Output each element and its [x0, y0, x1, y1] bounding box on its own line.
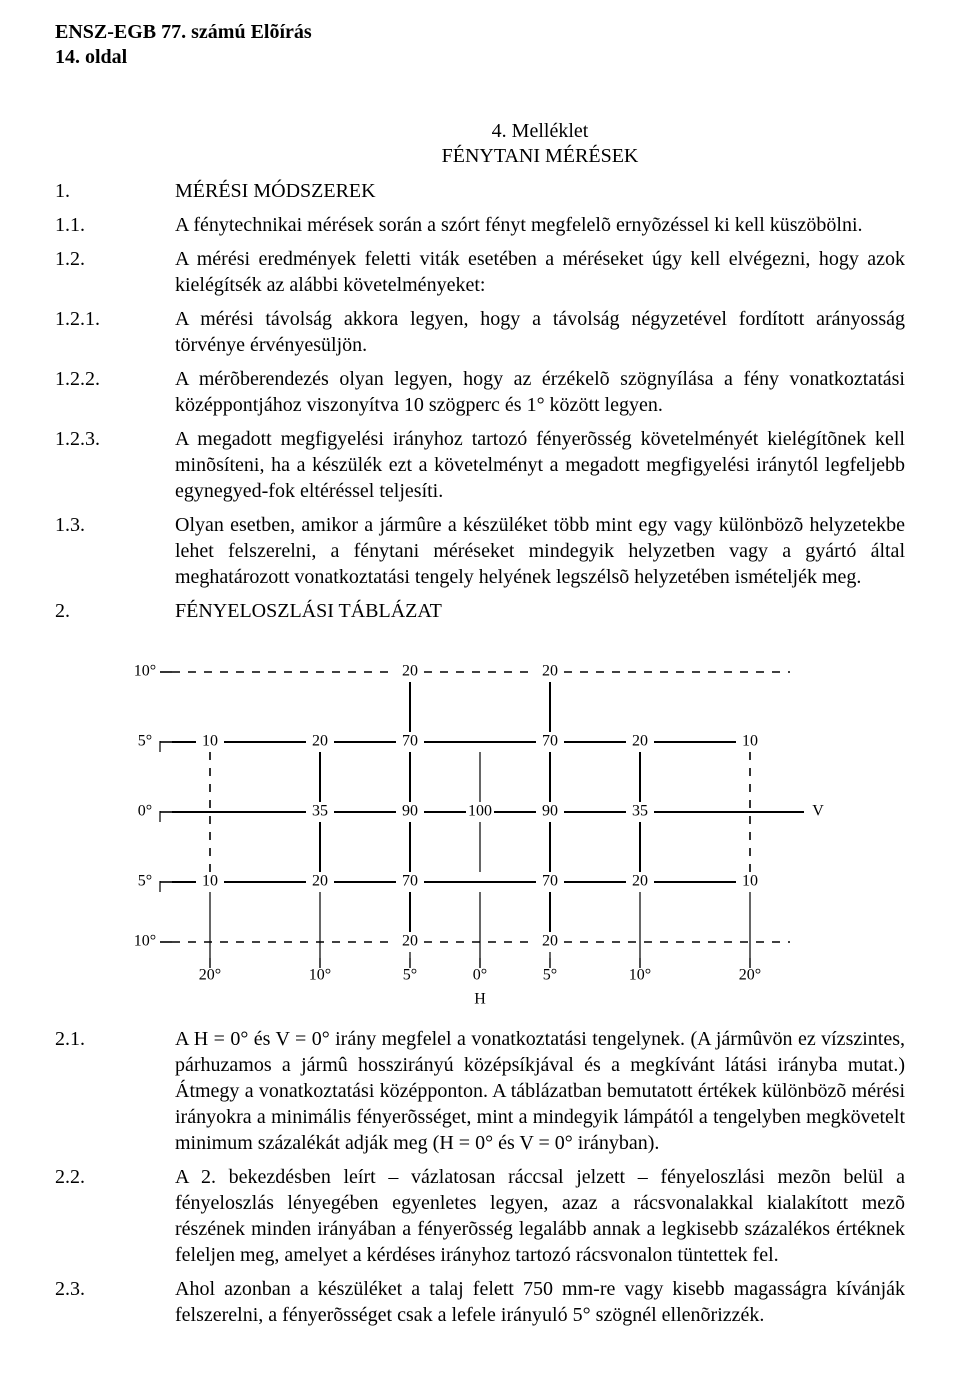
svg-text:35: 35	[312, 803, 328, 820]
section-num: 1.1.	[55, 212, 175, 238]
svg-text:70: 70	[542, 873, 558, 890]
section-1-2-1: 1.2.1. A mérési távolság akkora legyen, …	[55, 306, 905, 358]
section-text: A megadott megfigyelési irányhoz tartozó…	[175, 426, 905, 504]
section-num: 1.2.3.	[55, 426, 175, 504]
svg-text:20: 20	[312, 733, 328, 750]
svg-text:5°: 5°	[138, 873, 152, 890]
section-2: 2. FÉNYELOSZLÁSI TÁBLÁZAT	[55, 598, 905, 624]
section-num: 1.2.	[55, 246, 175, 298]
svg-text:90: 90	[542, 803, 558, 820]
section-num: 2.	[55, 598, 175, 624]
svg-text:20: 20	[632, 733, 648, 750]
section-text: Ahol azonban a készüléket a talaj felett…	[175, 1276, 905, 1328]
svg-text:V: V	[812, 803, 824, 820]
section-1-2-3: 1.2.3. A megadott megfigyelési irányhoz …	[55, 426, 905, 504]
section-num: 1.2.1.	[55, 306, 175, 358]
annex-line: 4. Melléklet	[55, 120, 905, 143]
section-num: 2.1.	[55, 1026, 175, 1156]
section-num: 2.3.	[55, 1276, 175, 1328]
section-text: MÉRÉSI MÓDSZEREK	[175, 178, 905, 204]
section-num: 1.3.	[55, 512, 175, 590]
section-text: A mérõberendezés olyan legyen, hogy az é…	[175, 366, 905, 418]
section-1-2-2: 1.2.2. A mérõberendezés olyan legyen, ho…	[55, 366, 905, 418]
section-text: A H = 0° és V = 0° irány megfelel a vona…	[175, 1026, 905, 1156]
section-1: 1. MÉRÉSI MÓDSZEREK	[55, 178, 905, 204]
svg-text:10°: 10°	[134, 933, 156, 950]
svg-text:10°: 10°	[629, 967, 651, 984]
svg-text:100: 100	[468, 803, 492, 820]
svg-text:0°: 0°	[138, 803, 152, 820]
svg-text:20: 20	[542, 933, 558, 950]
section-2-3: 2.3. Ahol azonban a készüléket a talaj f…	[55, 1276, 905, 1328]
section-text: FÉNYELOSZLÁSI TÁBLÁZAT	[175, 598, 905, 624]
section-1-3: 1.3. Olyan esetben, amikor a jármûre a k…	[55, 512, 905, 590]
svg-text:10: 10	[742, 733, 758, 750]
doc-header: ENSZ-EGB 77. számú Elõírás 14. oldal	[55, 20, 905, 70]
svg-text:20: 20	[542, 663, 558, 680]
section-text: A fénytechnikai mérések során a szórt fé…	[175, 212, 905, 238]
svg-text:10°: 10°	[134, 663, 156, 680]
svg-text:10: 10	[742, 873, 758, 890]
svg-text:10°: 10°	[309, 967, 331, 984]
svg-text:H: H	[474, 991, 486, 1008]
page-number-label: 14. oldal	[55, 46, 127, 68]
doc-id: ENSZ-EGB 77. számú Elõírás	[55, 21, 312, 43]
subtitle-line: FÉNYTANI MÉRÉSEK	[55, 145, 905, 168]
section-1-2: 1.2. A mérési eredmények feletti viták e…	[55, 246, 905, 298]
svg-text:10: 10	[202, 733, 218, 750]
section-num: 2.2.	[55, 1164, 175, 1268]
svg-text:5°: 5°	[138, 733, 152, 750]
section-text: A mérési távolság akkora legyen, hogy a …	[175, 306, 905, 358]
section-text: Olyan esetben, amikor a jármûre a készül…	[175, 512, 905, 590]
section-num: 1.2.2.	[55, 366, 175, 418]
svg-text:70: 70	[542, 733, 558, 750]
svg-text:5°: 5°	[403, 967, 417, 984]
light-distribution-chart: 10° 5° 0° 5° 10° 20 20 10 20 70 70 20 10 35 90 100 90 35 1…	[100, 632, 860, 1012]
section-2-1: 2.1. A H = 0° és V = 0° irány megfelel a…	[55, 1026, 905, 1156]
svg-text:70: 70	[402, 733, 418, 750]
svg-text:5°: 5°	[543, 967, 557, 984]
svg-text:35: 35	[632, 803, 648, 820]
svg-text:20: 20	[312, 873, 328, 890]
svg-text:20: 20	[402, 933, 418, 950]
svg-text:90: 90	[402, 803, 418, 820]
svg-text:20°: 20°	[739, 967, 761, 984]
light-distribution-svg: 10° 5° 0° 5° 10° 20 20 10 20 70 70 20 10 35 90 100 90 35 1…	[100, 632, 860, 1012]
section-text: A 2. bekezdésben leírt – vázlatosan rácc…	[175, 1164, 905, 1268]
svg-text:10: 10	[202, 873, 218, 890]
section-text: A mérési eredmények feletti viták esetéb…	[175, 246, 905, 298]
svg-text:70: 70	[402, 873, 418, 890]
section-2-2: 2.2. A 2. bekezdésben leírt – vázlatosan…	[55, 1164, 905, 1268]
svg-text:20: 20	[632, 873, 648, 890]
section-1-1: 1.1. A fénytechnikai mérések során a szó…	[55, 212, 905, 238]
svg-text:0°: 0°	[473, 967, 487, 984]
section-num: 1.	[55, 178, 175, 204]
svg-text:20: 20	[402, 663, 418, 680]
svg-text:20°: 20°	[199, 967, 221, 984]
